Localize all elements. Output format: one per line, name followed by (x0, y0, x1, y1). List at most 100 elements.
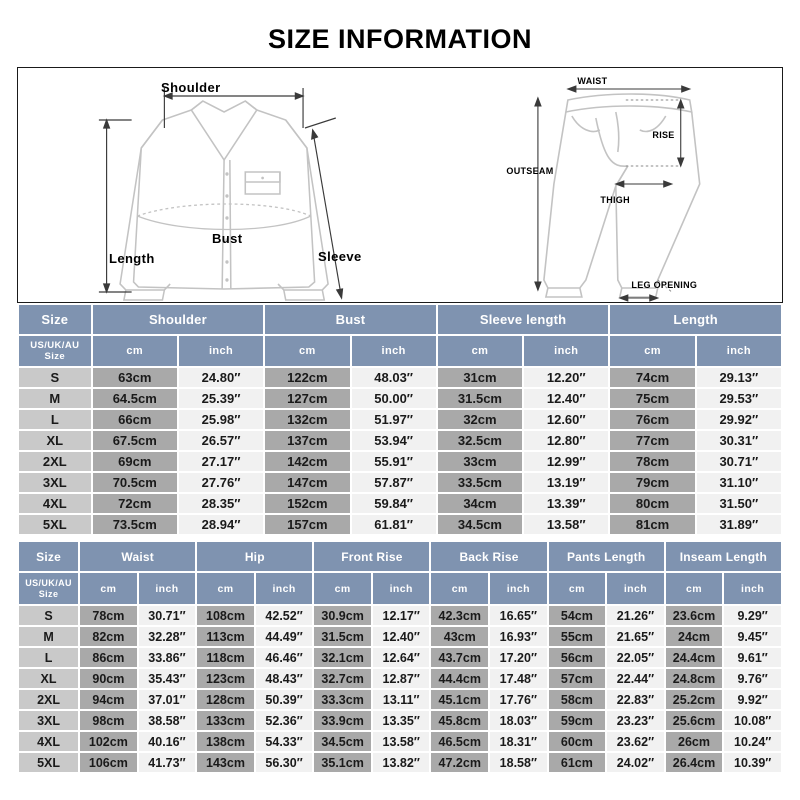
tops-measure-cell: 31cm (437, 368, 523, 387)
bottoms-measure-cell: 23.23″ (607, 711, 664, 730)
bottoms-measure-cell: 13.82″ (372, 753, 430, 772)
tops-subheader-shoulder-cm: cm (92, 336, 177, 366)
bottoms-measure-cell: 59cm (548, 711, 606, 730)
page-title: SIZE INFORMATION (268, 24, 532, 54)
tops-measure-cell: 12.80″ (524, 431, 609, 450)
bottoms-measure-cell: 46.46″ (255, 648, 313, 667)
tops-measure-cell: 127cm (265, 389, 350, 408)
tops-measure-cell: 24.80″ (178, 368, 264, 387)
tops-measure-cell: 63cm (92, 368, 177, 387)
bottoms-measure-cell: 35.43″ (138, 669, 196, 688)
bottoms-measure-cell: 12.17″ (372, 606, 430, 625)
tops-measure-cell: 28.94″ (178, 515, 264, 534)
bottoms-subheader-hip-inch: inch (255, 573, 313, 604)
tops-group-header-row: Size Shoulder Bust Sleeve length Length (19, 305, 781, 334)
tops-measure-cell: 67.5cm (92, 431, 177, 450)
bottoms-measure-cell: 86cm (80, 648, 137, 667)
tops-subheader-bust-cm: cm (265, 336, 350, 366)
tops-measure-cell: 69cm (92, 452, 177, 471)
tops-measure-cell: 73.5cm (92, 515, 177, 534)
tops-measure-cell: 66cm (92, 410, 177, 429)
bottoms-measure-cell: 23.62″ (607, 732, 664, 751)
bottoms-header-size: Size (19, 542, 79, 571)
tops-measure-cell: 53.94″ (351, 431, 436, 450)
bottoms-measure-cell: 9.76″ (724, 669, 781, 688)
tops-header-shoulder: Shoulder (92, 305, 264, 334)
bottoms-group-header-row: Size Waist Hip Front Rise Back Rise Pant… (19, 542, 781, 571)
bottoms-measure-cell: 12.64″ (372, 648, 430, 667)
tops-measure-cell: 64.5cm (92, 389, 177, 408)
tops-measure-cell: 33.5cm (437, 473, 523, 492)
tops-measure-cell: 29.13″ (696, 368, 781, 387)
bottoms-subheader-pants-length-inch: inch (607, 573, 664, 604)
tops-size-table: Size Shoulder Bust Sleeve length Length … (17, 303, 783, 536)
tops-measure-cell: 13.58″ (524, 515, 609, 534)
bottoms-size-cell: 3XL (19, 711, 79, 730)
bottoms-measure-cell: 106cm (80, 753, 137, 772)
tops-measure-cell: 30.71″ (696, 452, 781, 471)
tops-measure-cell: 28.35″ (178, 494, 264, 513)
table-row: XL 67.5cm 26.57″ 137cm 53.94″ 32.5cm 12.80″ 77c… (19, 431, 781, 450)
bottoms-measure-cell: 102cm (80, 732, 137, 751)
bottoms-measure-cell: 32.28″ (138, 627, 196, 646)
bottoms-measure-cell: 50.39″ (255, 690, 313, 709)
bottoms-measure-cell: 24.8cm (665, 669, 723, 688)
tops-measure-cell: 33cm (437, 452, 523, 471)
tops-header-bust: Bust (265, 305, 436, 334)
bottoms-measure-cell: 12.40″ (372, 627, 430, 646)
bottoms-measure-cell: 55cm (548, 627, 606, 646)
bottoms-measure-cell: 143cm (197, 753, 254, 772)
pants-label-rise: RISE (652, 130, 675, 140)
table-row: 5XL 73.5cm 28.94″ 157cm 61.81″ 34.5cm 13.58″ 81… (19, 515, 781, 534)
bottoms-measure-cell: 133cm (197, 711, 254, 730)
tops-subheader-sleeve-cm: cm (437, 336, 523, 366)
bottoms-measure-cell: 32.1cm (314, 648, 371, 667)
bottoms-measure-cell: 52.36″ (255, 711, 313, 730)
bottoms-measure-cell: 22.05″ (607, 648, 664, 667)
pants-label-thigh: THIGH (600, 195, 630, 205)
tops-measure-cell: 31.89″ (696, 515, 781, 534)
bottoms-table-body: S 78cm 30.71″ 108cm 42.52″ 30.9cm 12.17″ 42.3cm… (19, 606, 781, 772)
bottoms-header-back-rise: Back Rise (431, 542, 547, 571)
bottoms-measure-cell: 56.30″ (255, 753, 313, 772)
tops-measure-cell: 12.20″ (524, 368, 609, 387)
bottoms-measure-cell: 43.7cm (431, 648, 489, 667)
bottoms-measure-cell: 31.5cm (314, 627, 371, 646)
tops-measure-cell: 32cm (437, 410, 523, 429)
tops-measure-cell: 31.50″ (696, 494, 781, 513)
table-row: S 63cm 24.80″ 122cm 48.03″ 31cm 12.20″ 74cm 29.1… (19, 368, 781, 387)
bottoms-measure-cell: 94cm (80, 690, 137, 709)
bottoms-measure-cell: 33.86″ (138, 648, 196, 667)
tops-header-length: Length (610, 305, 781, 334)
bottoms-measure-cell: 60cm (548, 732, 606, 751)
bottoms-measure-cell: 22.83″ (607, 690, 664, 709)
tops-size-cell: 3XL (19, 473, 91, 492)
bottoms-measure-cell: 13.35″ (372, 711, 430, 730)
bottoms-size-cell: 2XL (19, 690, 79, 709)
bottoms-size-cell: 5XL (19, 753, 79, 772)
tops-measure-cell: 30.31″ (696, 431, 781, 450)
table-row: 4XL 72cm 28.35″ 152cm 59.84″ 34cm 13.39″ 80cm 31… (19, 494, 781, 513)
tops-header-sleeve-length: Sleeve length (437, 305, 609, 334)
bottoms-measure-cell: 30.71″ (138, 606, 196, 625)
table-row: 3XL 70.5cm 27.76″ 147cm 57.87″ 33.5cm 13.19″ 79… (19, 473, 781, 492)
bottoms-subheader-hip-cm: cm (197, 573, 254, 604)
tops-measure-cell: 31.5cm (437, 389, 523, 408)
pants-diagram: WAIST RISE OUTSEAM THIGH LEG OPENING (476, 68, 782, 302)
bottoms-size-table-wrap: Size Waist Hip Front Rise Back Rise Pant… (17, 540, 783, 774)
bottoms-table-head: Size Waist Hip Front Rise Back Rise Pant… (19, 542, 781, 604)
bottoms-header-hip: Hip (197, 542, 313, 571)
bottoms-measure-cell: 33.9cm (314, 711, 371, 730)
bottoms-subheader-waist-cm: cm (80, 573, 137, 604)
table-row: M 82cm 32.28″ 113cm 44.49″ 31.5cm 12.40″ 43cm 16… (19, 627, 781, 646)
tops-subheader-shoulder-inch: inch (178, 336, 264, 366)
bottoms-measure-cell: 13.11″ (372, 690, 430, 709)
bottoms-measure-cell: 42.3cm (431, 606, 489, 625)
bottoms-measure-cell: 90cm (80, 669, 137, 688)
bottoms-subheader-front-rise-cm: cm (314, 573, 371, 604)
tops-size-cell: XL (19, 431, 91, 450)
tops-subheader-sleeve-inch: inch (524, 336, 609, 366)
tops-subheader-length-cm: cm (610, 336, 695, 366)
bottoms-measure-cell: 17.76″ (490, 690, 547, 709)
tops-measure-cell: 29.92″ (696, 410, 781, 429)
